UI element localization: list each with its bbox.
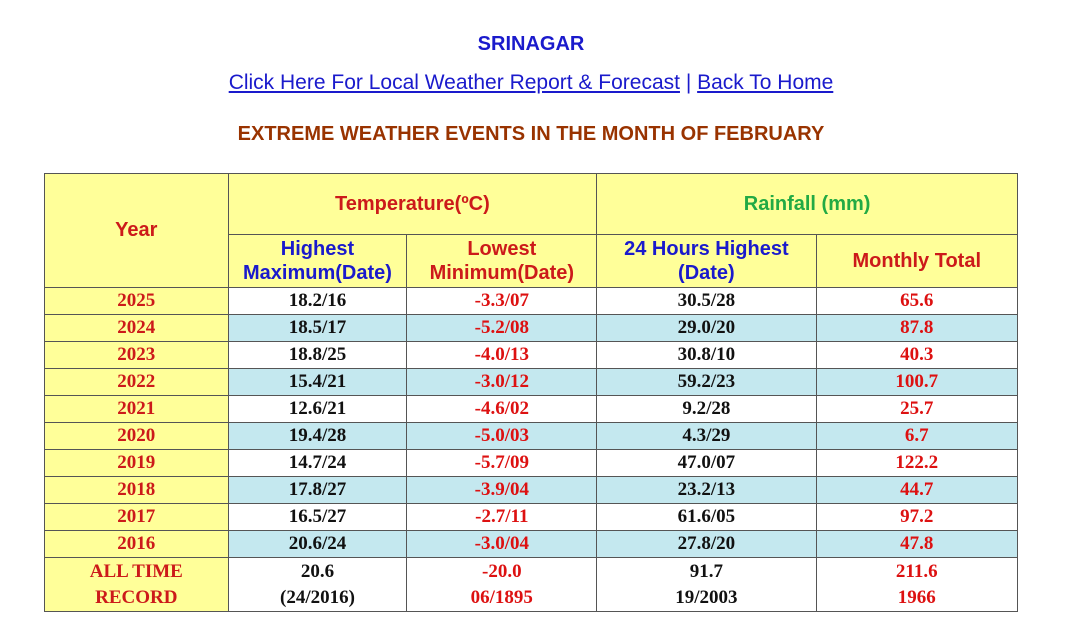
table-row: 2020 19.4/28 -5.0/03 4.3/29 6.7 xyxy=(44,422,1019,450)
max-cell: 14.7/24 xyxy=(227,449,408,477)
table-row: 2022 15.4/21 -3.0/12 59.2/23 100.7 xyxy=(44,368,1019,396)
station-title: SRINAGAR xyxy=(477,33,585,55)
record-h24-value: 91.7 xyxy=(689,560,723,582)
year-cell: 2018 xyxy=(44,476,229,504)
total-cell: 47.8 xyxy=(815,530,1019,558)
header-highest-maximum: Highest Maximum(Date) xyxy=(227,234,408,288)
max-cell: 18.2/16 xyxy=(227,287,408,315)
min-cell: -2.7/11 xyxy=(406,503,598,531)
header-lowest-minimum: Lowest Minimum(Date) xyxy=(406,234,598,288)
local-weather-link[interactable]: Click Here For Local Weather Report & Fo… xyxy=(228,71,680,94)
back-home-link[interactable]: Back To Home xyxy=(697,71,834,94)
total-cell: 40.3 xyxy=(815,341,1019,369)
record-label-line1: ALL TIME xyxy=(89,560,183,582)
record-total-year: 1966 xyxy=(897,586,936,608)
year-cell: 2023 xyxy=(44,341,229,369)
min-cell: -3.3/07 xyxy=(406,287,598,315)
h24-cell: 59.2/23 xyxy=(596,368,817,396)
max-cell: 20.6/24 xyxy=(227,530,408,558)
record-max-cell: 20.6 (24/2016) xyxy=(227,557,408,612)
record-h24-cell: 91.7 19/2003 xyxy=(596,557,817,612)
max-cell: 18.5/17 xyxy=(227,314,408,342)
table-row: 2023 18.8/25 -4.0/13 30.8/10 40.3 xyxy=(44,341,1019,369)
header-24h-line2: (Date) xyxy=(678,262,735,284)
record-max-value: 20.6 xyxy=(300,560,335,582)
record-h24-date: 19/2003 xyxy=(675,586,738,608)
h24-cell: 47.0/07 xyxy=(596,449,817,477)
min-cell: -4.6/02 xyxy=(406,395,598,423)
min-cell: -3.0/12 xyxy=(406,368,598,396)
record-min-value: -20.0 xyxy=(482,560,522,582)
record-min-cell: -20.0 06/1895 xyxy=(406,557,598,612)
h24-cell: 23.2/13 xyxy=(596,476,817,504)
page-subtitle: EXTREME WEATHER EVENTS IN THE MONTH OF F… xyxy=(237,123,825,145)
total-cell: 87.8 xyxy=(815,314,1019,342)
header-highest-line1: Highest xyxy=(280,238,355,260)
h24-cell: 61.6/05 xyxy=(596,503,817,531)
year-cell: 2016 xyxy=(44,530,229,558)
min-cell: -3.9/04 xyxy=(406,476,598,504)
all-time-record-row: ALL TIME RECORD 20.6 (24/2016) -20.0 06/… xyxy=(44,557,1019,612)
header-24h-line1: 24 Hours Highest xyxy=(624,238,789,260)
record-label: ALL TIME RECORD xyxy=(44,557,229,612)
year-cell: 2021 xyxy=(44,395,229,423)
year-cell: 2020 xyxy=(44,422,229,450)
total-cell: 97.2 xyxy=(815,503,1019,531)
header-year: Year xyxy=(44,173,229,288)
total-cell: 122.2 xyxy=(815,449,1019,477)
header-monthly-total: Monthly Total xyxy=(815,234,1019,288)
min-cell: -5.0/03 xyxy=(406,422,598,450)
total-cell: 25.7 xyxy=(815,395,1019,423)
header-highest-line2: Maximum(Date) xyxy=(243,262,392,284)
h24-cell: 9.2/28 xyxy=(596,395,817,423)
nav-links: Click Here For Local Weather Report & Fo… xyxy=(0,71,1062,95)
link-separator: | xyxy=(685,71,692,94)
max-cell: 12.6/21 xyxy=(227,395,408,423)
table-row: 2025 18.2/16 -3.3/07 30.5/28 65.6 xyxy=(44,287,1019,315)
max-cell: 17.8/27 xyxy=(227,476,408,504)
header-lowest-line2: Minimum(Date) xyxy=(429,262,575,284)
record-total-value: 211.6 xyxy=(895,560,938,582)
header-lowest-line1: Lowest xyxy=(467,238,537,260)
table-row: 2017 16.5/27 -2.7/11 61.6/05 97.2 xyxy=(44,503,1019,531)
table-row: 2019 14.7/24 -5.7/09 47.0/07 122.2 xyxy=(44,449,1019,477)
year-cell: 2024 xyxy=(44,314,229,342)
year-cell: 2017 xyxy=(44,503,229,531)
max-cell: 15.4/21 xyxy=(227,368,408,396)
header-24h-highest: 24 Hours Highest (Date) xyxy=(596,234,817,288)
table-row: 2016 20.6/24 -3.0/04 27.8/20 47.8 xyxy=(44,530,1019,558)
record-min-date: 06/1895 xyxy=(470,586,533,608)
min-cell: -5.2/08 xyxy=(406,314,598,342)
h24-cell: 4.3/29 xyxy=(596,422,817,450)
h24-cell: 27.8/20 xyxy=(596,530,817,558)
h24-cell: 30.8/10 xyxy=(596,341,817,369)
year-cell: 2019 xyxy=(44,449,229,477)
year-cell: 2025 xyxy=(44,287,229,315)
record-label-line2: RECORD xyxy=(95,586,178,608)
max-cell: 19.4/28 xyxy=(227,422,408,450)
record-total-cell: 211.6 1966 xyxy=(815,557,1019,612)
year-cell: 2022 xyxy=(44,368,229,396)
extreme-weather-table: Year Temperature(ºC) Rainfall (mm) Highe… xyxy=(44,173,1019,612)
table-row: 2018 17.8/27 -3.9/04 23.2/13 44.7 xyxy=(44,476,1019,504)
table-row: 2024 18.5/17 -5.2/08 29.0/20 87.8 xyxy=(44,314,1019,342)
record-max-date: (24/2016) xyxy=(280,586,355,608)
h24-cell: 30.5/28 xyxy=(596,287,817,315)
max-cell: 18.8/25 xyxy=(227,341,408,369)
total-cell: 65.6 xyxy=(815,287,1019,315)
header-rainfall: Rainfall (mm) xyxy=(596,173,1018,235)
total-cell: 100.7 xyxy=(815,368,1019,396)
total-cell: 44.7 xyxy=(815,476,1019,504)
max-cell: 16.5/27 xyxy=(227,503,408,531)
min-cell: -4.0/13 xyxy=(406,341,598,369)
h24-cell: 29.0/20 xyxy=(596,314,817,342)
table-row: 2021 12.6/21 -4.6/02 9.2/28 25.7 xyxy=(44,395,1019,423)
header-temperature: Temperature(ºC) xyxy=(227,173,598,235)
min-cell: -5.7/09 xyxy=(406,449,598,477)
min-cell: -3.0/04 xyxy=(406,530,598,558)
total-cell: 6.7 xyxy=(815,422,1019,450)
